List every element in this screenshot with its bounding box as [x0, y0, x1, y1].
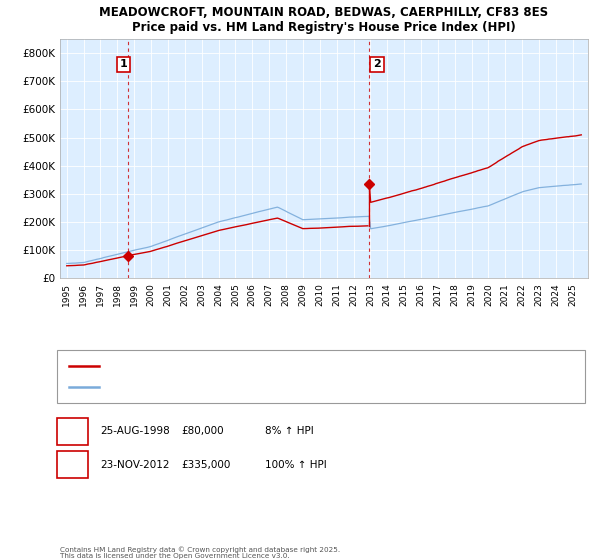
Text: Contains HM Land Registry data © Crown copyright and database right 2025.: Contains HM Land Registry data © Crown c…	[60, 547, 340, 553]
Text: 1: 1	[119, 59, 127, 69]
Text: MEADOWCROFT, MOUNTAIN ROAD, BEDWAS, CAERPHILLY, CF83 8ES (detached house): MEADOWCROFT, MOUNTAIN ROAD, BEDWAS, CAER…	[105, 362, 479, 371]
Text: 1: 1	[69, 426, 76, 436]
Text: 8% ↑ HPI: 8% ↑ HPI	[265, 426, 314, 436]
Text: 23-NOV-2012: 23-NOV-2012	[100, 460, 170, 470]
Text: HPI: Average price, detached house, Caerphilly: HPI: Average price, detached house, Caer…	[105, 382, 308, 391]
Text: 2: 2	[69, 460, 76, 470]
Text: 2: 2	[373, 59, 381, 69]
Text: 25-AUG-1998: 25-AUG-1998	[100, 426, 170, 436]
Text: £335,000: £335,000	[181, 460, 230, 470]
Title: MEADOWCROFT, MOUNTAIN ROAD, BEDWAS, CAERPHILLY, CF83 8ES
Price paid vs. HM Land : MEADOWCROFT, MOUNTAIN ROAD, BEDWAS, CAER…	[100, 6, 548, 34]
Text: £80,000: £80,000	[181, 426, 224, 436]
Text: This data is licensed under the Open Government Licence v3.0.: This data is licensed under the Open Gov…	[60, 553, 290, 559]
Text: 100% ↑ HPI: 100% ↑ HPI	[265, 460, 327, 470]
